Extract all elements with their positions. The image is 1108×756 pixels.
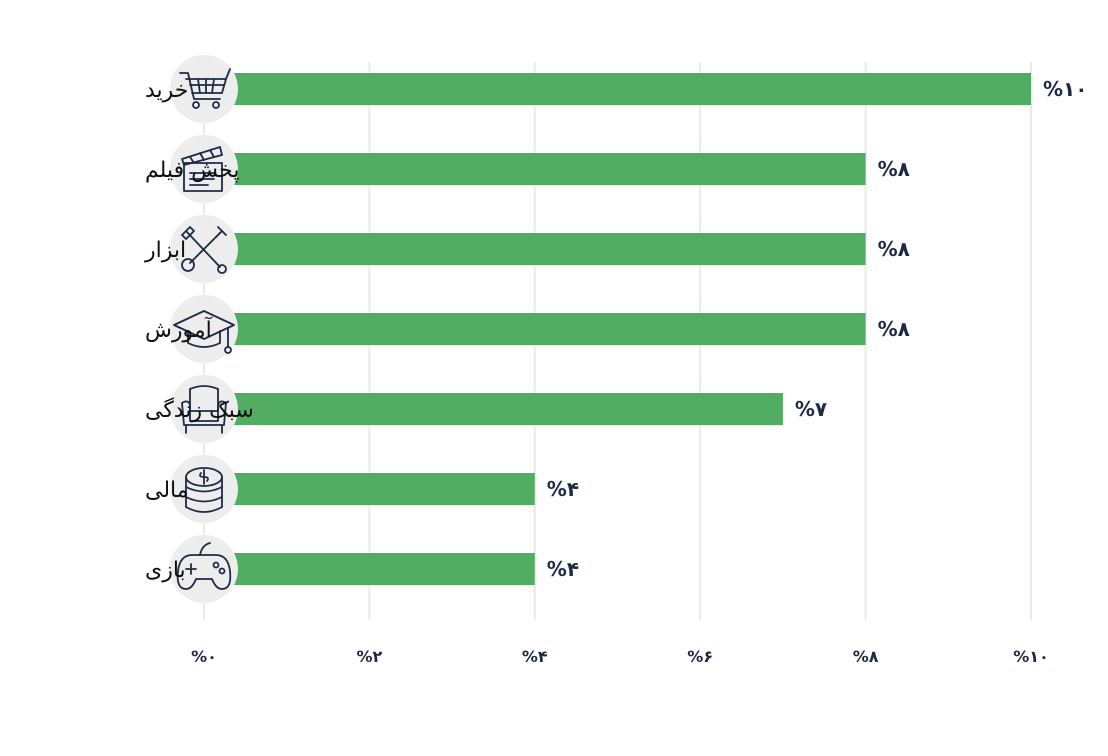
x-tick-label: %۴ [522, 647, 548, 666]
data-label: %۷ [795, 397, 827, 421]
data-label: %۴ [547, 477, 579, 501]
data-label: %۸ [878, 237, 910, 261]
bar [204, 73, 1031, 105]
bar [204, 313, 866, 345]
x-tick-label: %۰ [191, 647, 217, 666]
category-label: پخش فیلم [145, 158, 239, 183]
data-label: %۴ [547, 557, 579, 581]
bar [204, 153, 866, 185]
graduation-cap-icon [170, 295, 238, 363]
data-label: %۸ [878, 157, 910, 181]
category-label: ابزار [144, 238, 186, 263]
coins-icon [170, 455, 238, 523]
bar [204, 233, 866, 265]
bar [204, 473, 535, 505]
x-tick-label: %۶ [687, 647, 713, 666]
data-label: %۸ [878, 317, 910, 341]
category-label: خرید [145, 78, 188, 103]
armchair-icon [170, 375, 238, 443]
tools-icon [170, 215, 238, 283]
icon-badge [170, 375, 238, 443]
category-label: بازی [145, 558, 186, 583]
x-tick-label: %۸ [853, 647, 879, 666]
category-label: آموزش [145, 316, 213, 343]
x-tick-label: %۲ [357, 647, 383, 666]
data-label: %۱۰ [1043, 77, 1087, 101]
category-label: سبک زندگی [145, 397, 254, 423]
clapperboard-icon [170, 135, 238, 203]
icon-badge [170, 295, 238, 363]
bar [204, 393, 783, 425]
x-tick-label: %۱۰ [1013, 647, 1049, 666]
gamepad-icon [170, 535, 238, 603]
icon-badge [170, 535, 238, 603]
icon-badge [170, 55, 238, 123]
icon-badge [170, 455, 238, 523]
bar [204, 553, 535, 585]
category-label: مالی [145, 478, 189, 503]
shopping-cart-icon [170, 55, 238, 123]
